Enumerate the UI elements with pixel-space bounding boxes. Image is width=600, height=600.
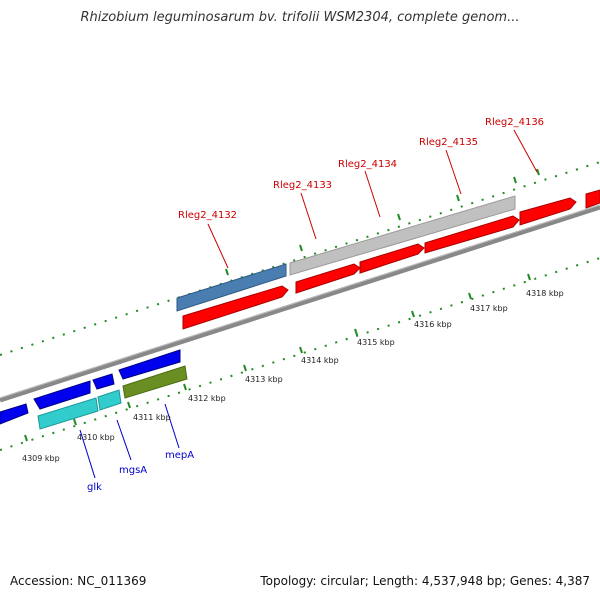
- locus-label[interactable]: Rleg2_4133: [273, 180, 332, 191]
- locus-labels: Rleg2_4132 Rleg2_4133 Rleg2_4134 Rleg2_4…: [178, 117, 544, 221]
- gene-mepA-blue[interactable]: [118, 349, 181, 380]
- reverse-genes: [0, 349, 188, 430]
- kbp-label: 4317 kbp: [470, 304, 508, 313]
- gene-red-3[interactable]: [359, 243, 425, 274]
- upper-major-ticks: [225, 168, 540, 276]
- locus-label[interactable]: Rleg2_4132: [178, 210, 237, 221]
- kbp-label: 4314 kbp: [301, 356, 339, 365]
- locus-label[interactable]: Rleg2_4136: [485, 117, 544, 128]
- gene-red-4[interactable]: [424, 215, 520, 254]
- gene-glk[interactable]: [37, 397, 99, 430]
- gene-blue-left[interactable]: [0, 403, 29, 425]
- gene-rleg2-4133[interactable]: [289, 195, 516, 276]
- kbp-label: 4315 kbp: [357, 338, 395, 347]
- gene-red-2[interactable]: [295, 263, 361, 294]
- gene-mepA[interactable]: [122, 365, 188, 399]
- gene-red-1[interactable]: [182, 285, 289, 330]
- kbp-label: 4312 kbp: [188, 394, 226, 403]
- kbp-label: 4318 kbp: [526, 289, 564, 298]
- kbp-label: 4313 kbp: [245, 375, 283, 384]
- gene-label[interactable]: mgsA: [119, 465, 147, 476]
- kbp-label: 4316 kbp: [414, 320, 452, 329]
- label-leaders: [207, 129, 538, 269]
- forward-genes: [176, 189, 600, 330]
- gene-glk-blue[interactable]: [33, 380, 91, 410]
- kbp-label: 4309 kbp: [22, 454, 60, 463]
- gene-mgsA[interactable]: [97, 389, 122, 411]
- genome-summary: Topology: circular; Length: 4,537,948 bp…: [260, 574, 590, 588]
- locus-label[interactable]: Rleg2_4135: [419, 137, 478, 148]
- gene-red-6[interactable]: [585, 189, 600, 209]
- accession-text: Accession: NC_011369: [10, 574, 147, 588]
- gene-label[interactable]: mepA: [165, 450, 194, 461]
- page-title: Rhizobium leguminosarum bv. trifolii WSM…: [80, 10, 520, 25]
- kbp-label: 4311 kbp: [133, 413, 171, 422]
- locus-label[interactable]: Rleg2_4134: [338, 159, 397, 170]
- lower-major-ticks: [24, 273, 531, 442]
- gene-rleg2-4132[interactable]: [176, 263, 287, 312]
- kbp-labels: 4309 kbp 4310 kbp 4311 kbp 4312 kbp 4313…: [22, 289, 564, 463]
- gene-mgsA-blue[interactable]: [92, 373, 115, 390]
- gene-red-5[interactable]: [519, 197, 577, 226]
- gene-leaders: [79, 403, 180, 479]
- gene-label[interactable]: glk: [87, 482, 102, 493]
- gene-labels: glk mgsA mepA: [87, 450, 194, 493]
- chromosome-backbone: [0, 204, 600, 403]
- kbp-label: 4310 kbp: [77, 433, 115, 442]
